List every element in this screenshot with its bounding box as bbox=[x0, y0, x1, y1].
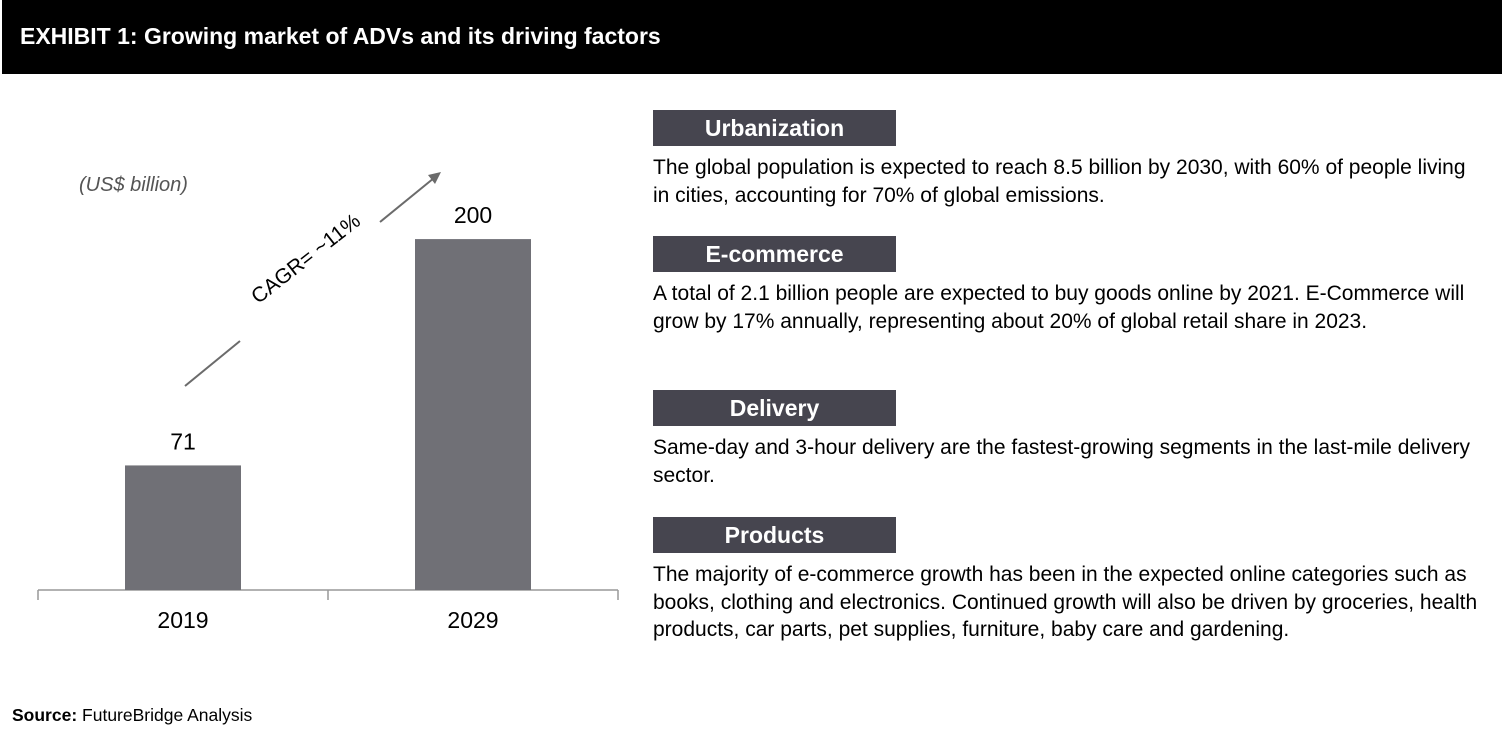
factor-label-products: Products bbox=[653, 517, 896, 553]
exhibit-title: EXHIBIT 1: Growing market of ADVs and it… bbox=[20, 23, 661, 49]
cagr-arrow bbox=[184, 172, 441, 387]
factor-label-ecommerce: E-commerce bbox=[653, 236, 896, 272]
factor-text-products: The majority of e-commerce growth has be… bbox=[653, 563, 1478, 641]
source-text: FutureBridge Analysis bbox=[82, 705, 253, 725]
x-tick-label-2019: 2019 bbox=[157, 607, 208, 633]
factor-label-urbanization: Urbanization bbox=[653, 110, 896, 146]
arrow-head-icon bbox=[428, 172, 441, 184]
factor-urbanization: Urbanization The global population is ex… bbox=[653, 110, 1483, 209]
factor-text-urbanization: The global population is expected to rea… bbox=[653, 156, 1466, 207]
factor-products: Products The majority of e-commerce grow… bbox=[653, 517, 1483, 644]
bars-group: 71 2019 200 2029 bbox=[125, 202, 531, 633]
data-label-2019: 71 bbox=[170, 428, 196, 454]
bar-2019 bbox=[125, 465, 241, 590]
source-label: Source: bbox=[12, 705, 78, 725]
market-bar-chart: (US$ billion) 71 2019 200 2029 CAGR= ~11% bbox=[37, 172, 619, 633]
unit-label: (US$ billion) bbox=[79, 174, 188, 196]
data-label-2029: 200 bbox=[454, 202, 492, 228]
factor-ecommerce: E-commerce A total of 2.1 billion people… bbox=[653, 236, 1483, 335]
exhibit-header: EXHIBIT 1: Growing market of ADVs and it… bbox=[2, 0, 1502, 74]
factor-text-ecommerce: A total of 2.1 billion people are expect… bbox=[653, 282, 1465, 333]
source-note: Source: FutureBridge Analysis bbox=[12, 705, 252, 726]
factor-label-delivery: Delivery bbox=[653, 390, 896, 426]
bar-2029 bbox=[415, 239, 531, 590]
factor-delivery: Delivery Same-day and 3-hour delivery ar… bbox=[653, 390, 1483, 489]
x-tick-label-2029: 2029 bbox=[447, 607, 498, 633]
cagr-annotation: CAGR= ~11% bbox=[247, 209, 365, 308]
factor-text-delivery: Same-day and 3-hour delivery are the fas… bbox=[653, 436, 1471, 487]
